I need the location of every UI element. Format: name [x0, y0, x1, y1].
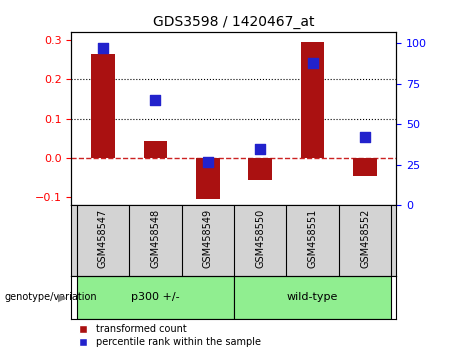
Text: GSM458550: GSM458550	[255, 209, 265, 268]
Text: wild-type: wild-type	[287, 292, 338, 302]
Point	[152, 97, 159, 103]
Text: genotype/variation: genotype/variation	[5, 292, 97, 302]
Text: GSM458549: GSM458549	[203, 209, 213, 268]
Text: ▶: ▶	[58, 292, 66, 302]
Bar	[196, 158, 219, 199]
Title: GDS3598 / 1420467_at: GDS3598 / 1420467_at	[153, 16, 315, 29]
Bar	[248, 158, 272, 180]
Bar	[353, 158, 377, 176]
Text: GSM458548: GSM458548	[150, 209, 160, 268]
Point	[204, 159, 212, 164]
Point	[309, 60, 316, 65]
Bar	[301, 42, 325, 158]
Bar	[91, 53, 115, 158]
Legend: transformed count, percentile rank within the sample: transformed count, percentile rank withi…	[77, 322, 263, 349]
Text: GSM458547: GSM458547	[98, 209, 108, 268]
Bar	[143, 142, 167, 158]
Point	[256, 146, 264, 152]
Bar	[234, 276, 391, 319]
Text: GSM458552: GSM458552	[360, 209, 370, 268]
Point	[99, 45, 106, 51]
Point	[361, 135, 369, 140]
Bar	[77, 276, 234, 319]
Text: p300 +/-: p300 +/-	[131, 292, 180, 302]
Text: GSM458551: GSM458551	[307, 209, 318, 268]
